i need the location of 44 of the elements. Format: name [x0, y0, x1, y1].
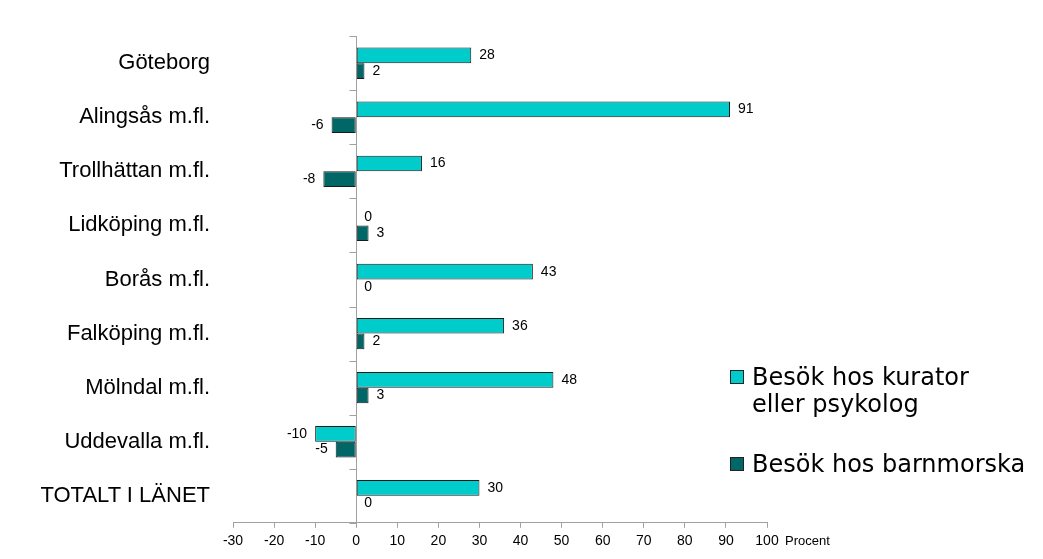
data-label: 0 [364, 494, 373, 511]
y-tick-label: Trollhättan m.fl. [59, 157, 210, 183]
x-tick-label: 60 [594, 532, 611, 549]
data-label: 30 [487, 478, 504, 495]
x-tick-label: 50 [553, 532, 570, 549]
y-tick-label: Falköping m.fl. [66, 319, 210, 345]
data-label: 0 [364, 208, 373, 225]
y-tick-label: Mölndal m.fl. [85, 373, 210, 399]
data-label: 36 [512, 316, 528, 333]
data-label: 16 [429, 154, 446, 171]
x-tick-label: 70 [635, 532, 652, 549]
y-tick-label: Lidköping m.fl. [68, 211, 210, 237]
data-label: 3 [376, 386, 385, 403]
data-label: -6 [311, 116, 324, 132]
data-label: 2 [372, 61, 381, 78]
legend-label: Besök hos barnmorska [752, 450, 1027, 478]
legend-label: Besök hos kurator eller psykolog [752, 363, 970, 418]
data-label: -5 [315, 440, 328, 457]
x-tick-label: 10 [389, 532, 406, 549]
y-tick-label: Borås m.fl. [104, 265, 210, 291]
y-tick-label: Alingsås m.fl. [79, 103, 210, 129]
x-tick-label: -30 [222, 532, 244, 549]
x-tick-label: -10 [305, 532, 326, 549]
data-label: 3 [376, 224, 385, 241]
x-tick-label: 100 [755, 532, 779, 549]
data-label: 91 [738, 100, 754, 117]
x-tick-label: 40 [512, 532, 529, 549]
y-tick-label: Göteborg [118, 49, 210, 75]
x-tick-label: -20 [263, 532, 285, 549]
y-tick-label: Uddevalla m.fl. [64, 427, 210, 453]
x-tick-label: 30 [471, 532, 488, 549]
x-axis-title: Procent [785, 533, 831, 549]
data-label: 2 [372, 332, 381, 349]
y-tick-label: TOTALT I LÄNET [40, 481, 210, 507]
data-label: 48 [561, 370, 578, 387]
x-tick-label: 80 [677, 532, 693, 549]
x-tick-label: 20 [430, 532, 447, 549]
data-label: -8 [302, 170, 316, 187]
data-label: 28 [479, 46, 496, 63]
data-label: -10 [286, 424, 308, 441]
data-label: 0 [364, 278, 373, 295]
x-tick-label: 90 [718, 532, 734, 549]
x-tick-label: 0 [352, 532, 361, 549]
data-label: 43 [540, 262, 557, 279]
